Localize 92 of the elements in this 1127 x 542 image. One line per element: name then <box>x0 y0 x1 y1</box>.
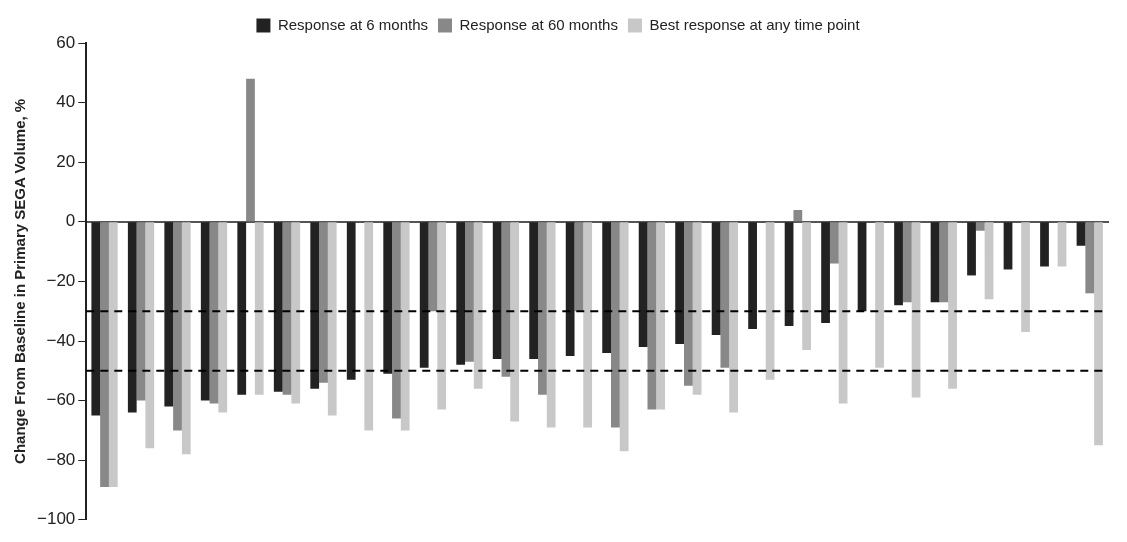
legend-label: Best response at any time point <box>649 15 861 33</box>
bar <box>784 222 794 327</box>
bar <box>619 222 629 452</box>
bar <box>383 222 393 374</box>
bar <box>602 222 612 353</box>
bar <box>237 222 247 395</box>
bar <box>911 222 921 398</box>
bar <box>108 222 118 488</box>
legend-label: Response at 6 months <box>277 15 429 33</box>
bar <box>948 222 957 389</box>
bar <box>1076 222 1086 246</box>
bar <box>538 222 547 395</box>
bar <box>802 222 811 350</box>
y-tick-label: −40 <box>46 330 76 350</box>
bar <box>273 222 283 392</box>
bar <box>574 222 584 312</box>
bar <box>1003 222 1013 270</box>
bar <box>218 222 228 413</box>
bar <box>364 222 374 431</box>
bar <box>310 222 320 389</box>
bar <box>583 222 593 428</box>
y-tick-label: 0 <box>65 211 76 231</box>
bar <box>510 222 520 422</box>
bar <box>501 222 511 377</box>
bar <box>100 222 109 488</box>
y-tick-label: 40 <box>56 92 76 112</box>
bar <box>428 222 438 312</box>
bar <box>209 222 219 404</box>
bar <box>136 222 146 401</box>
bar <box>765 222 775 380</box>
bar <box>675 222 684 344</box>
y-tick-label: −100 <box>36 509 76 529</box>
bar <box>829 222 839 264</box>
bar <box>419 222 429 368</box>
y-tick-label: −80 <box>46 449 76 469</box>
bar <box>327 222 337 416</box>
bar <box>975 222 985 231</box>
bar <box>711 222 721 336</box>
bar <box>1057 222 1067 267</box>
bar <box>254 222 264 395</box>
bar <box>127 222 137 413</box>
bar <box>456 222 466 365</box>
bar <box>91 222 101 416</box>
y-tick-label: 60 <box>56 32 76 52</box>
bar <box>392 222 401 419</box>
bar <box>902 222 912 303</box>
bar <box>748 222 757 330</box>
y-tick-label: 20 <box>56 151 76 171</box>
bar <box>529 222 539 359</box>
bar <box>984 222 994 300</box>
bar <box>145 222 155 449</box>
bar <box>821 222 830 324</box>
bar <box>793 209 803 222</box>
bar <box>1040 222 1049 267</box>
bar <box>291 222 301 404</box>
bar <box>1085 222 1095 294</box>
bar <box>939 222 949 303</box>
bar <box>437 222 447 410</box>
bar <box>894 222 903 306</box>
bar <box>656 222 666 410</box>
bar <box>611 222 620 428</box>
bar <box>473 222 483 389</box>
bar <box>729 222 738 413</box>
bar <box>1094 222 1103 446</box>
y-tick-label: −60 <box>46 390 76 410</box>
bar <box>692 222 702 395</box>
bar <box>857 222 867 312</box>
bar <box>838 222 848 404</box>
bar <box>492 222 502 359</box>
bar <box>875 222 884 368</box>
bar <box>647 222 657 410</box>
bar <box>164 222 174 407</box>
bar <box>1021 222 1030 333</box>
bar <box>282 222 292 395</box>
bar <box>930 222 940 303</box>
bar <box>346 222 356 380</box>
bar <box>400 222 410 431</box>
bar <box>246 78 255 222</box>
bar <box>319 222 328 383</box>
bar <box>173 222 182 431</box>
bar <box>638 222 648 347</box>
bar <box>465 222 474 362</box>
bar <box>546 222 556 428</box>
legend-label: Response at 60 months <box>459 15 618 33</box>
y-tick-label: −20 <box>46 271 76 291</box>
bar <box>200 222 210 401</box>
bar <box>720 222 730 368</box>
bar <box>565 222 575 356</box>
bar <box>683 222 693 386</box>
y-axis-title: Change From Baseline in Primary SEGA Volume, % <box>11 98 29 464</box>
bar <box>967 222 976 276</box>
bar <box>181 222 191 455</box>
